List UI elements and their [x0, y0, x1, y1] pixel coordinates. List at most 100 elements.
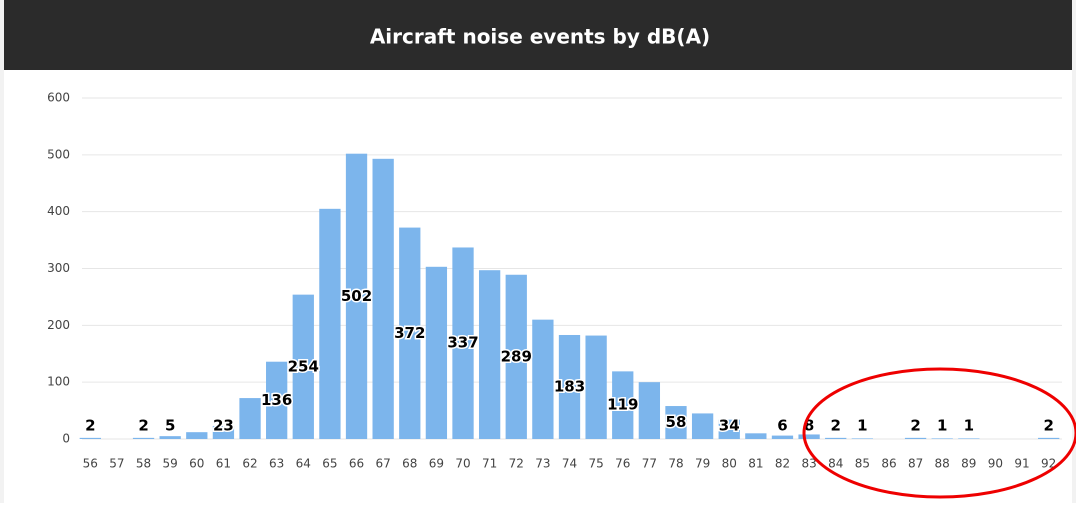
bar [958, 438, 980, 439]
data-label: 1 [857, 417, 867, 435]
data-label: 372 [394, 324, 425, 342]
x-tick-label: 73 [535, 457, 550, 471]
x-tick-label: 91 [1014, 457, 1029, 471]
x-tick-label: 78 [668, 457, 683, 471]
x-tick-label: 64 [296, 457, 311, 471]
bar [399, 227, 421, 439]
x-tick-label: 87 [908, 457, 923, 471]
bar [266, 361, 288, 439]
bar [478, 270, 501, 439]
data-label: 1 [937, 417, 947, 435]
x-tick-label: 66 [349, 457, 364, 471]
bar [585, 335, 607, 439]
x-tick-label: 59 [163, 457, 178, 471]
x-tick-label: 74 [562, 457, 577, 471]
y-tick-label: 300 [47, 261, 70, 275]
bar [558, 334, 581, 439]
data-label: 119 [607, 396, 638, 414]
data-label: 502 [341, 287, 372, 305]
data-label: 2 [138, 417, 148, 435]
bar [79, 437, 101, 439]
x-tick-label: 56 [83, 457, 98, 471]
x-tick-label: 80 [722, 457, 737, 471]
chart-title: Aircraft noise events by dB(A) [370, 25, 710, 49]
data-label: 58 [666, 413, 687, 431]
x-tick-label: 92 [1041, 457, 1056, 471]
bar [159, 436, 181, 439]
highlight-ellipse [802, 367, 1076, 499]
x-tick-label: 61 [216, 457, 231, 471]
data-label: 337 [447, 334, 478, 352]
bar [186, 432, 208, 439]
y-tick-label: 400 [47, 204, 70, 218]
bar [212, 425, 235, 439]
bar [825, 437, 847, 439]
x-tick-label: 68 [402, 457, 417, 471]
data-label: 6 [777, 417, 787, 435]
x-tick-label: 65 [322, 457, 337, 471]
x-tick-label: 72 [509, 457, 524, 471]
x-tick-label: 63 [269, 457, 284, 471]
data-label: 1 [964, 417, 974, 435]
bar [425, 266, 448, 439]
x-tick-label: 90 [988, 457, 1003, 471]
bar [345, 153, 368, 440]
x-tick-label: 81 [748, 457, 763, 471]
bar [319, 208, 341, 439]
bar [132, 437, 155, 439]
bar [691, 413, 714, 439]
bar [851, 438, 873, 439]
bar [665, 406, 687, 439]
x-tick-label: 85 [855, 457, 870, 471]
bar [505, 274, 527, 439]
data-label: 23 [213, 417, 234, 435]
data-label: 183 [554, 377, 585, 395]
bar [718, 419, 740, 439]
x-tick-label: 60 [189, 457, 204, 471]
x-tick-label: 88 [935, 457, 950, 471]
bar [931, 438, 953, 439]
bar [798, 434, 820, 439]
x-tick-label: 76 [615, 457, 630, 471]
x-tick-label: 57 [109, 457, 124, 471]
bar [372, 158, 394, 440]
bar [1038, 437, 1060, 439]
x-tick-label: 75 [588, 457, 603, 471]
x-tick-label: 86 [881, 457, 896, 471]
x-tick-label: 79 [695, 457, 710, 471]
bar [239, 398, 261, 439]
bar [638, 382, 661, 439]
x-tick-label: 89 [961, 457, 976, 471]
y-tick-label: 500 [47, 147, 70, 161]
bar [771, 435, 794, 439]
x-tick-label: 83 [801, 457, 816, 471]
bar [292, 294, 314, 439]
y-tick-label: 600 [47, 91, 70, 105]
bar [612, 371, 634, 439]
data-label: 5 [165, 417, 175, 435]
bar [452, 247, 474, 439]
x-tick-label: 84 [828, 457, 843, 471]
data-label: 2 [910, 417, 920, 435]
bar [904, 437, 927, 439]
x-tick-label: 82 [775, 457, 790, 471]
y-tick-label: 200 [47, 318, 70, 332]
x-tick-label: 71 [482, 457, 497, 471]
x-tick-label: 58 [136, 457, 151, 471]
x-tick-label: 77 [642, 457, 657, 471]
x-tick-label: 70 [455, 457, 470, 471]
y-tick-label: 100 [47, 375, 70, 389]
data-label: 34 [719, 417, 740, 435]
x-tick-label: 69 [429, 457, 444, 471]
y-tick-label: 0 [62, 432, 70, 446]
x-tick-label: 62 [242, 457, 257, 471]
data-label: 2 [1043, 417, 1053, 435]
bar [745, 433, 767, 439]
data-label: 2 [85, 417, 95, 435]
x-tick-label: 67 [376, 457, 391, 471]
bar [532, 319, 554, 439]
data-label: 289 [501, 347, 532, 365]
data-label: 136 [261, 391, 292, 409]
